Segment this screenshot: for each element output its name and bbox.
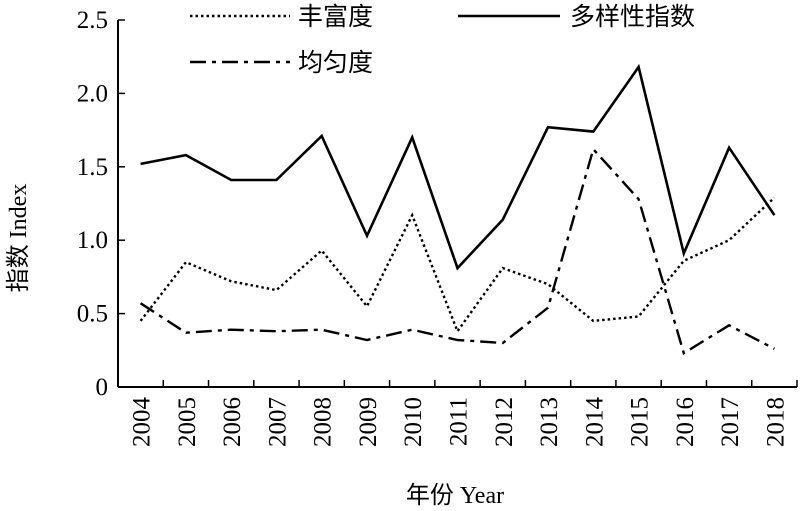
x-tick-label: 2010 [400,397,427,447]
x-tick-label: 2006 [219,397,246,447]
x-tick-label: 2016 [672,397,699,447]
x-tick-label: 2009 [355,397,382,447]
x-tick-label: 2013 [536,397,563,447]
series-line-2 [140,63,776,271]
series-line-1 [139,196,776,334]
series-line-3 [139,146,775,356]
x-tick-label: 2005 [174,397,201,447]
x-tick-label: 2014 [581,397,608,448]
x-tick-label: 2004 [129,397,156,448]
x-tick-label: 2015 [627,397,654,447]
y-tick-label: 2.5 [77,7,108,34]
legend-label-3: 均匀度 [298,48,373,77]
series-layer [139,63,776,356]
y-tick-label: 0.5 [77,301,108,328]
legend-label-2: 多样性指数 [570,2,695,31]
x-tick-label: 2008 [310,397,337,447]
x-tick-label: 2012 [491,397,518,447]
x-tick-label: 2017 [717,397,744,447]
y-tick-label: 2.0 [77,80,108,107]
y-tick-label: 1.0 [77,227,108,254]
x-axis-label: 年份 Year [406,482,504,509]
x-tick-label: 2011 [446,397,473,446]
y-axis-label: 指数 Index [5,184,32,293]
x-tick-label: 2018 [762,397,789,447]
legend-label-1: 丰富度 [298,2,373,31]
y-tick-label: 0 [96,374,109,401]
x-tick-label: 2007 [264,397,291,447]
axes: 0 0.5 1.0 1.5 2.0 2.5 2004 2005 2006 2007 2008 2009… [77,7,798,448]
y-tick-label: 1.5 [77,154,108,181]
